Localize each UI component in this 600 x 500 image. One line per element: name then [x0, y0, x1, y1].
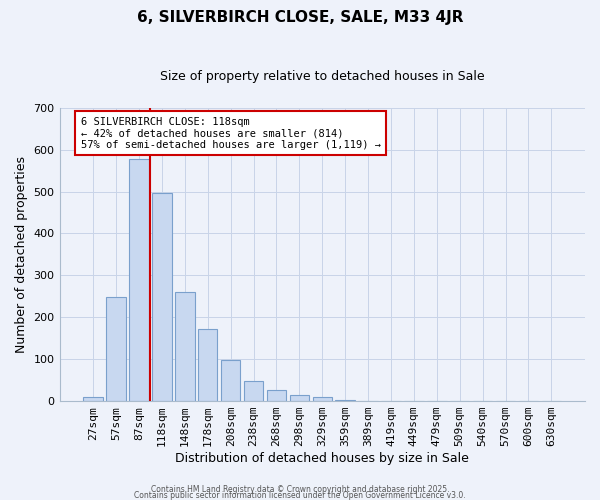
Bar: [83, 397, 103, 401]
Bar: [152, 193, 172, 401]
Bar: [221, 360, 241, 401]
Bar: [244, 380, 263, 401]
Bar: [313, 397, 332, 401]
Bar: [129, 159, 149, 401]
Text: 6, SILVERBIRCH CLOSE, SALE, M33 4JR: 6, SILVERBIRCH CLOSE, SALE, M33 4JR: [137, 10, 463, 25]
X-axis label: Distribution of detached houses by size in Sale: Distribution of detached houses by size …: [175, 452, 469, 465]
Bar: [335, 400, 355, 401]
Title: Size of property relative to detached houses in Sale: Size of property relative to detached ho…: [160, 70, 485, 83]
Text: Contains HM Land Registry data © Crown copyright and database right 2025.: Contains HM Land Registry data © Crown c…: [151, 486, 449, 494]
Bar: [175, 292, 194, 401]
Text: Contains public sector information licensed under the Open Government Licence v3: Contains public sector information licen…: [134, 492, 466, 500]
Bar: [267, 390, 286, 401]
Bar: [290, 395, 309, 401]
Bar: [198, 329, 217, 401]
Bar: [106, 297, 126, 401]
Y-axis label: Number of detached properties: Number of detached properties: [15, 156, 28, 353]
Text: 6 SILVERBIRCH CLOSE: 118sqm
← 42% of detached houses are smaller (814)
57% of se: 6 SILVERBIRCH CLOSE: 118sqm ← 42% of det…: [80, 116, 380, 150]
